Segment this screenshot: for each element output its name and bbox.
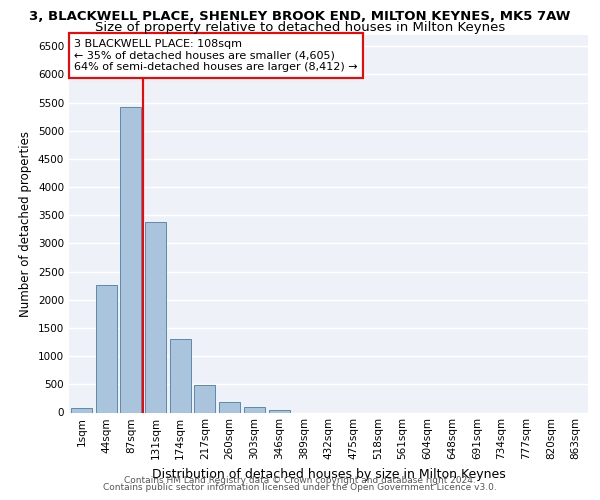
Y-axis label: Number of detached properties: Number of detached properties bbox=[19, 130, 32, 317]
Bar bbox=[145, 222, 166, 412]
Text: Contains HM Land Registry data © Crown copyright and database right 2024.: Contains HM Land Registry data © Crown c… bbox=[124, 476, 476, 485]
Bar bbox=[269, 410, 290, 412]
Text: 3, BLACKWELL PLACE, SHENLEY BROOK END, MILTON KEYNES, MK5 7AW: 3, BLACKWELL PLACE, SHENLEY BROOK END, M… bbox=[29, 10, 571, 23]
Bar bbox=[120, 106, 141, 412]
Bar bbox=[95, 284, 116, 412]
Bar bbox=[71, 408, 92, 412]
Text: 3 BLACKWELL PLACE: 108sqm
← 35% of detached houses are smaller (4,605)
64% of se: 3 BLACKWELL PLACE: 108sqm ← 35% of detac… bbox=[74, 39, 358, 72]
Text: Size of property relative to detached houses in Milton Keynes: Size of property relative to detached ho… bbox=[95, 21, 505, 34]
Bar bbox=[244, 408, 265, 412]
Bar bbox=[219, 402, 240, 412]
Bar bbox=[194, 385, 215, 412]
X-axis label: Distribution of detached houses by size in Milton Keynes: Distribution of detached houses by size … bbox=[152, 468, 505, 481]
Bar bbox=[170, 340, 191, 412]
Text: Contains public sector information licensed under the Open Government Licence v3: Contains public sector information licen… bbox=[103, 484, 497, 492]
